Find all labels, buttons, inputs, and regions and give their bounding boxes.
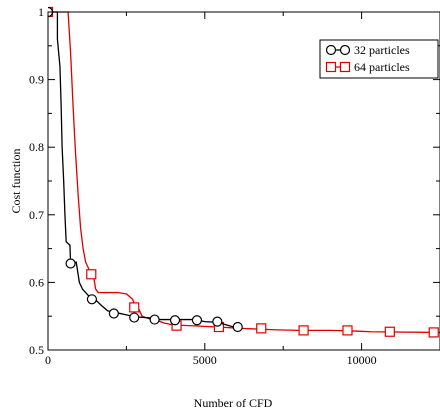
legend-entry: 32 particles — [325, 43, 410, 57]
data-point-circle — [86, 294, 98, 305]
data-point-circle — [129, 312, 140, 323]
legend-box — [319, 39, 439, 79]
data-point-circle — [169, 315, 181, 326]
data-point-circle — [232, 321, 243, 333]
data-point-circle — [191, 315, 203, 326]
y-tick-label: 0.9 — [29, 73, 44, 87]
y-tick-label: 0.5 — [29, 343, 44, 357]
data-point-square — [342, 325, 353, 336]
data-point-circle — [108, 308, 119, 319]
data-point-square — [256, 323, 267, 334]
data-point-square — [428, 327, 439, 338]
legend-label: 64 particles — [354, 60, 410, 74]
x-tick-label: 0 — [45, 353, 51, 367]
legend-marker — [339, 61, 351, 73]
legend: 32 particles 64 particles — [319, 39, 439, 79]
x-tick-label: 5000 — [193, 353, 217, 367]
data-point-square — [129, 302, 140, 313]
series-layer — [48, 6, 440, 338]
x-axis-label: Number of CFD — [194, 396, 273, 410]
y-tick-label: 1 — [38, 5, 44, 19]
data-point-square — [384, 326, 395, 337]
y-tick-label: 0.7 — [29, 208, 44, 222]
legend-marker — [325, 44, 337, 56]
data-point-circle — [149, 314, 160, 325]
series-64-particles — [48, 6, 440, 338]
legend-marker — [339, 44, 351, 56]
axis-layer: 0.5 0.6 0.7 0.8 0.9 1 0 5000 10000 — [29, 5, 440, 367]
legend-marker — [325, 61, 337, 73]
y-tick-label: 0.8 — [29, 140, 44, 154]
series-32-particles — [48, 6, 243, 333]
data-point-square — [298, 325, 309, 336]
data-point-square — [86, 269, 97, 280]
x-tick-label: 10000 — [347, 353, 377, 367]
legend-label: 32 particles — [354, 43, 410, 57]
data-point-circle — [65, 258, 76, 269]
y-axis-label: Cost function — [9, 149, 23, 214]
legend-entry: 64 particles — [325, 60, 410, 74]
data-point-circle — [212, 316, 223, 327]
y-tick-label: 0.6 — [29, 275, 44, 289]
